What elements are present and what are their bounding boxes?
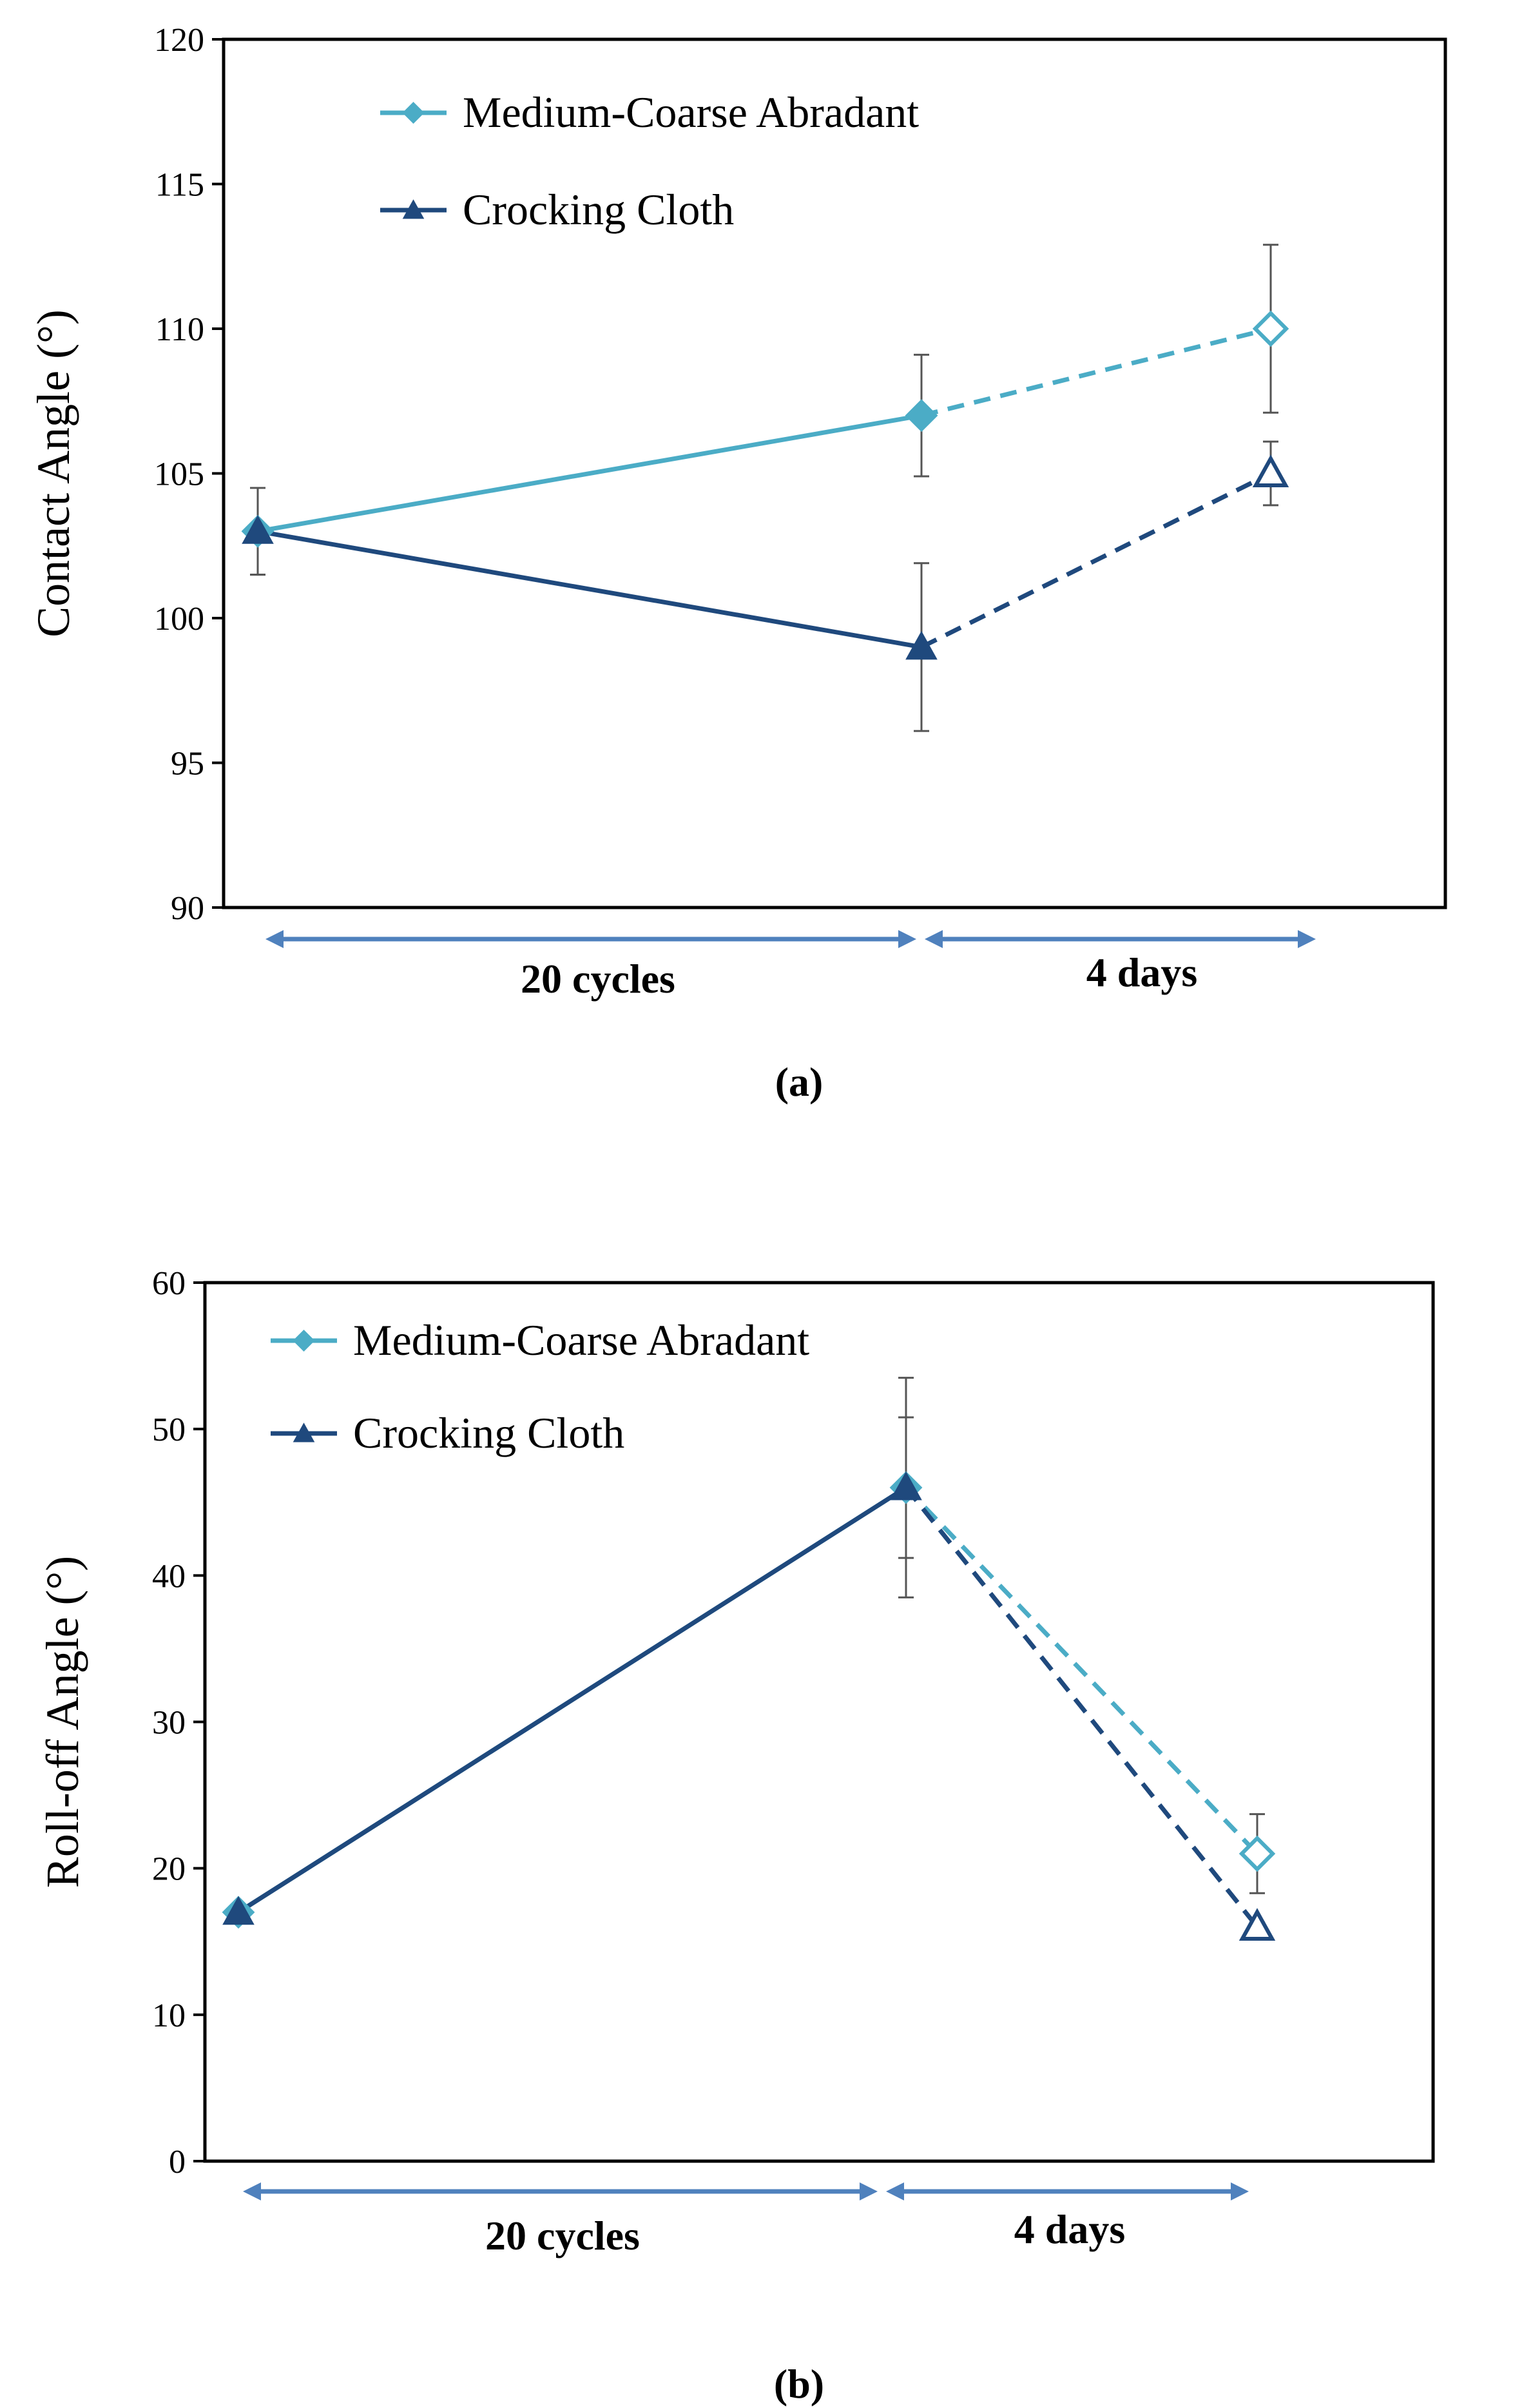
chart-a-point-crocking-cloth-1 bbox=[905, 630, 938, 660]
chart-b-legend-crocking-cloth: Crocking Cloth bbox=[353, 1408, 624, 1457]
chart-b-y-tick-label-0: 0 bbox=[169, 2144, 186, 2180]
chart-a-legend-medium-coarse: Medium-Coarse Abradant bbox=[463, 88, 919, 137]
chart-b-phase-label-days: 4 days bbox=[1014, 2206, 1126, 2252]
chart-a-line-dashed-medium-coarse bbox=[921, 326, 1271, 418]
chart-b-phase-arrow-head-left-0 bbox=[243, 2182, 261, 2200]
chart-b-phase-arrow-head-right-1 bbox=[1231, 2182, 1249, 2200]
chart-b-point-crocking-cloth-1 bbox=[890, 1471, 922, 1500]
chart-a-phase-label-days: 4 days bbox=[1086, 949, 1198, 995]
chart-a-legend-crocking-cloth: Crocking Cloth bbox=[463, 185, 734, 234]
chart-a-phase-arrow-head-right-1 bbox=[1298, 930, 1316, 948]
chart-a-legend: Medium-Coarse Abradant Crocking Cloth bbox=[380, 88, 919, 234]
chart-b-phase-arrow-head-right-0 bbox=[860, 2182, 878, 2200]
chart-b-legend-medium-coarse: Medium-Coarse Abradant bbox=[353, 1316, 809, 1364]
chart-a-y-tick-label-95: 95 bbox=[171, 746, 204, 782]
chart-b-phase-arrows bbox=[243, 2182, 1249, 2200]
chart-b-point-crocking-cloth-2 bbox=[1238, 1908, 1276, 1941]
chart-a-phase-arrow-head-right-0 bbox=[898, 930, 916, 948]
chart-a-point-medium-coarse-1 bbox=[905, 399, 938, 432]
chart-b-y-tick-label-30: 30 bbox=[152, 1705, 186, 1742]
chart-b-y-axis-title: Roll-off Angle (°) bbox=[37, 1556, 88, 1888]
chart-a-phase-arrows bbox=[265, 930, 1316, 948]
chart-a-y-tick-label-105: 105 bbox=[154, 456, 204, 493]
chart-b-line-solid-crocking-cloth bbox=[237, 1486, 907, 1914]
chart-b-point-medium-coarse-2 bbox=[1238, 1835, 1276, 1872]
chart-a-y-tick-label-100: 100 bbox=[154, 601, 204, 637]
chart-a-line-dashed-crocking-cloth bbox=[920, 471, 1272, 650]
chart-b-phase-label-cycles: 20 cycles bbox=[485, 2213, 640, 2258]
chart-a-phase-arrow-head-left-0 bbox=[265, 930, 284, 948]
chart-a-point-crocking-cloth-0 bbox=[242, 515, 274, 544]
chart-b-y-tick-label-60: 60 bbox=[152, 1265, 186, 1302]
chart-b-legend-marker-triangle bbox=[293, 1422, 315, 1442]
chart-b-panel-label: (b) bbox=[774, 2361, 824, 2407]
chart-a-phase-label-cycles: 20 cycles bbox=[521, 956, 675, 1002]
chart-b-y-tick-label-20: 20 bbox=[152, 1851, 186, 1888]
chart-b-line-dashed-medium-coarse bbox=[904, 1486, 1259, 1856]
chart-a-line-solid-medium-coarse bbox=[257, 413, 922, 534]
chart-a-series bbox=[241, 244, 1289, 732]
chart-a-phase-arrow-head-left-1 bbox=[925, 930, 943, 948]
chart-b-phase-arrow-head-left-1 bbox=[886, 2182, 904, 2200]
chart-a-panel-label: (a) bbox=[775, 1059, 824, 1105]
chart-b-point-crocking-cloth-0 bbox=[222, 1896, 255, 1925]
chart-a-line-solid-crocking-cloth bbox=[257, 529, 922, 650]
chart-a-legend-marker-triangle bbox=[402, 199, 425, 219]
chart-panel-a: Contact Angle (°) 90 95 100 105 110 115 120 Me… bbox=[28, 22, 1447, 1105]
chart-a-y-tick-label-110: 110 bbox=[155, 311, 204, 348]
chart-a-point-medium-coarse-2 bbox=[1252, 310, 1289, 347]
chart-b-y-tick-label-50: 50 bbox=[152, 1412, 186, 1448]
chart-a-y-ticks: 90 95 100 105 110 115 120 bbox=[154, 22, 224, 927]
chart-b-legend-marker-diamond bbox=[293, 1330, 315, 1352]
chart-panel-b: Roll-off Angle (°) 0 10 20 30 40 50 60 Medium-… bbox=[37, 1265, 1435, 2407]
chart-b-plot-area bbox=[203, 1281, 1435, 2163]
chart-b-y-tick-label-10: 10 bbox=[152, 1997, 186, 2034]
chart-b-series bbox=[222, 1377, 1276, 1941]
chart-b-y-tick-label-40: 40 bbox=[152, 1558, 186, 1595]
chart-a-y-tick-label-115: 115 bbox=[155, 167, 204, 204]
chart-a-y-tick-label-90: 90 bbox=[171, 890, 204, 927]
chart-a-point-crocking-cloth-2 bbox=[1252, 454, 1289, 487]
chart-b-y-ticks: 0 10 20 30 40 50 60 bbox=[152, 1265, 205, 2180]
chart-b-line-dashed-crocking-cloth bbox=[904, 1486, 1259, 1928]
chart-b-legend: Medium-Coarse Abradant Crocking Cloth bbox=[271, 1316, 809, 1457]
chart-a-y-tick-label-120: 120 bbox=[154, 22, 204, 59]
chart-a-y-axis-title: Contact Angle (°) bbox=[28, 309, 79, 637]
chart-a-plot-area bbox=[222, 37, 1447, 909]
chart-a-legend-marker-diamond bbox=[402, 102, 425, 124]
